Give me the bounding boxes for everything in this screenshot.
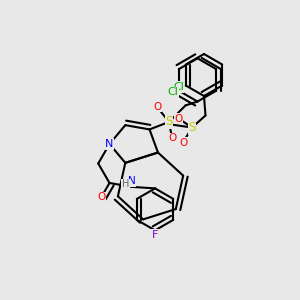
Text: O: O — [168, 134, 176, 143]
Text: O: O — [153, 102, 161, 112]
Text: H: H — [122, 179, 129, 190]
Text: Cl: Cl — [173, 82, 184, 92]
Text: N: N — [128, 176, 136, 187]
Text: F: F — [152, 230, 158, 240]
Text: O: O — [179, 137, 187, 148]
Text: O: O — [97, 192, 105, 202]
Text: N: N — [105, 139, 114, 149]
Text: S: S — [188, 121, 196, 134]
Text: Cl: Cl — [167, 87, 178, 97]
Text: O: O — [174, 113, 183, 124]
Text: S: S — [165, 116, 173, 128]
